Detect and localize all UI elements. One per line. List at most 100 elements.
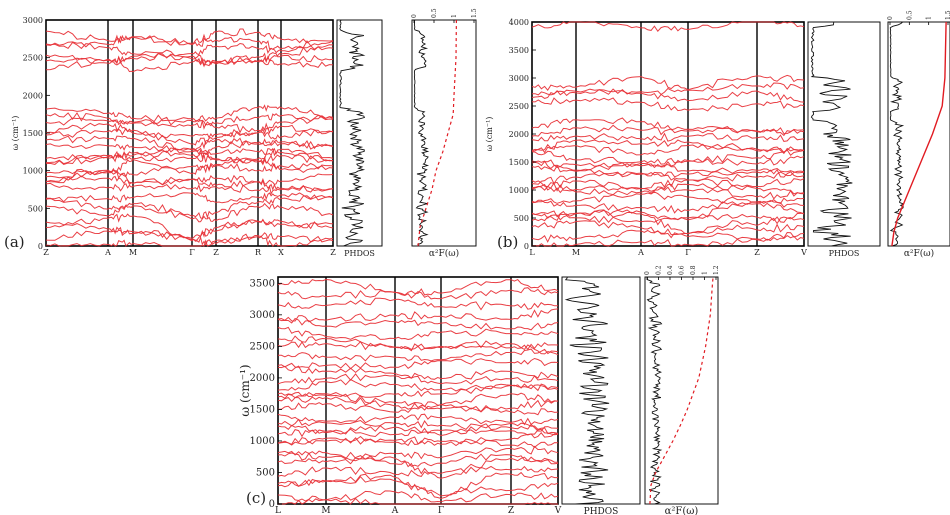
y-axis-label: ω (cm⁻¹) <box>238 364 252 416</box>
lambda-tick-label: 1 <box>926 16 933 20</box>
phonon-band <box>531 89 805 103</box>
phonon-band <box>45 46 334 66</box>
k-point-label: M <box>572 248 580 257</box>
eliashberg-frame <box>411 19 477 247</box>
k-point-label: R <box>255 248 262 257</box>
phonon-band <box>531 209 805 235</box>
phonon-band <box>277 297 558 311</box>
phonon-band <box>277 450 559 467</box>
eliashberg-curve <box>413 19 430 247</box>
lambda-tick-label: 0 <box>644 271 651 275</box>
phonon-band <box>277 357 559 370</box>
y-tick-label: 2500 <box>250 341 275 352</box>
phdos-label: PHDOS <box>344 249 375 258</box>
phonon-band <box>45 147 334 164</box>
phdos-curve <box>564 276 610 505</box>
k-point-label: A <box>104 248 111 257</box>
y-tick-label: 2000 <box>250 373 275 384</box>
eliashberg-curve <box>646 276 663 505</box>
phonon-band <box>45 229 334 246</box>
phonon-band <box>531 160 805 174</box>
k-point-label: Z <box>43 248 49 257</box>
phonon-band <box>531 178 805 191</box>
y-tick-label: 2500 <box>23 54 43 63</box>
phonon-band <box>277 418 559 432</box>
y-tick-label: 3000 <box>250 310 275 321</box>
panel-b: 0 500 1000 1500 2000 2500 3000 3500 4000 ω (cm⁻¹)… <box>485 10 950 259</box>
phonon-band <box>45 138 334 154</box>
phonon-band <box>277 445 559 461</box>
phonon-band <box>531 117 805 137</box>
panel-a: 0 500 1000 1500 2000 2500 3000 ω (cm⁻¹) Z A M Γ Z R X Z… <box>4 8 478 259</box>
phonon-band <box>531 185 805 200</box>
phonon-band <box>531 164 805 182</box>
phonon-band <box>531 220 805 236</box>
phonon-band <box>45 154 334 165</box>
phonon-band <box>277 465 559 477</box>
y-tick-label: 0 <box>524 242 529 251</box>
phonon-band <box>531 139 805 155</box>
phonon-band <box>277 427 559 438</box>
phonon-band <box>277 432 559 447</box>
phonon-band <box>277 278 559 296</box>
phonon-band <box>277 373 559 385</box>
phonon-band <box>531 124 805 137</box>
phonon-band <box>277 287 559 300</box>
eliashberg-frame <box>887 21 950 247</box>
lambda-tick-label: 1 <box>702 271 709 275</box>
lambda-tick-label: 0.6 <box>679 265 686 275</box>
lambda-tick-label: 1.5 <box>471 8 478 18</box>
phonon-band <box>278 348 559 362</box>
phonon-band <box>532 82 805 96</box>
phonon-band <box>531 191 805 205</box>
phonon-band <box>45 219 334 239</box>
lambda-tick-label: 0.5 <box>431 8 438 18</box>
lambda-curve <box>891 21 947 247</box>
y-tick-label: 1000 <box>509 186 529 195</box>
phonon-band <box>45 192 334 204</box>
y-tick-label: 3000 <box>23 16 43 25</box>
phdos-frame <box>807 21 881 247</box>
phonon-band <box>531 180 805 196</box>
k-point-label: A <box>637 248 644 257</box>
phonon-band <box>277 383 559 398</box>
phonon-band <box>45 202 334 223</box>
lambda-curve <box>649 276 714 505</box>
lambda-tick-label: 0.5 <box>906 10 913 20</box>
panel-label: (b) <box>497 233 518 251</box>
phonon-band <box>45 162 334 179</box>
k-point-label: Z <box>330 248 336 257</box>
eliashberg-label: α²F(ω) <box>665 506 699 515</box>
y-tick-label: 2000 <box>23 91 43 100</box>
phonon-band <box>277 317 559 331</box>
y-tick-label: 3000 <box>509 74 529 83</box>
y-tick-label: 2000 <box>509 130 529 139</box>
phonon-band <box>531 234 805 247</box>
phonon-band <box>45 41 334 57</box>
phonon-band <box>278 402 559 416</box>
phonon-band <box>277 475 559 497</box>
phonon-band <box>45 158 334 176</box>
k-point-label: A <box>391 506 399 515</box>
phonon-band <box>45 34 334 50</box>
panel-label: (a) <box>4 233 25 251</box>
y-tick-label: 3500 <box>250 278 275 289</box>
phonon-band <box>46 194 334 220</box>
k-point-label: Z <box>213 248 219 257</box>
phonon-band <box>277 422 559 437</box>
panel-c: 0 500 1000 1500 2000 2500 3000 3500 ω (cm⁻¹) L M A Γ… <box>238 265 720 515</box>
phonon-band <box>531 132 805 142</box>
panel-label: (c) <box>246 489 266 507</box>
lambda-tick-label: 1 <box>451 14 458 18</box>
phonon-band <box>45 233 334 247</box>
eliashberg-label: α²F(ω) <box>429 248 459 259</box>
k-point-label: Γ <box>438 506 444 515</box>
y-tick-label: 3500 <box>509 46 529 55</box>
phonon-band <box>45 104 334 123</box>
eliashberg-label: α²F(ω) <box>904 248 934 259</box>
phonon-band <box>45 112 334 130</box>
phonon-band <box>277 471 558 500</box>
lambda-tick-label: 0 <box>411 14 418 18</box>
k-point-label: M <box>129 248 137 257</box>
